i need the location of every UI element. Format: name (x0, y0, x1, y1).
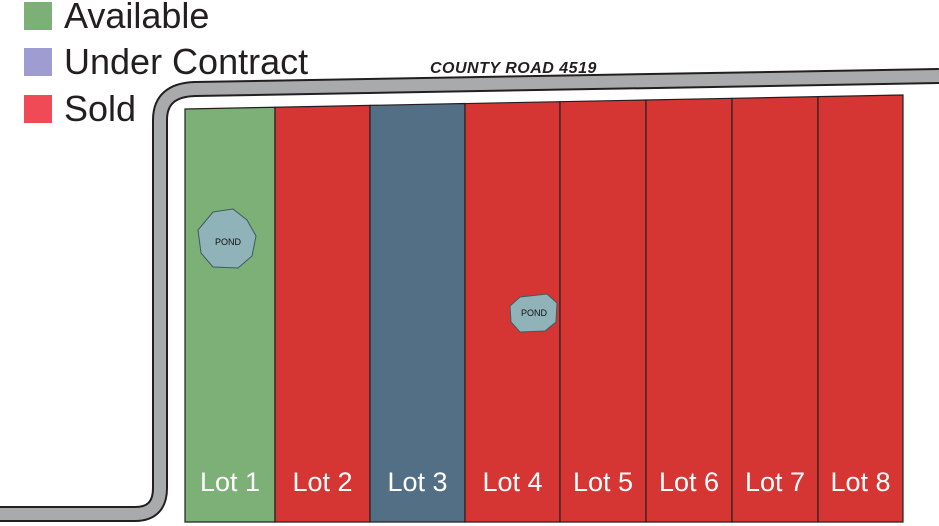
legend-swatch-available (24, 2, 52, 30)
legend-item-available: Available (24, 0, 210, 36)
lot-7-label: Lot 7 (745, 467, 805, 497)
lot-5-parcel[interactable] (559, 99, 647, 523)
lot-8-label: Lot 8 (830, 467, 890, 497)
lot-5-label: Lot 5 (573, 467, 633, 497)
lot-4-label: Lot 4 (482, 467, 542, 497)
lot-6-label: Lot 6 (659, 467, 719, 497)
pond-label: POND (215, 237, 242, 247)
lot-3-label: Lot 3 (387, 467, 447, 497)
pond-label: POND (521, 308, 548, 318)
legend-item-under-contract: Under Contract (24, 41, 309, 82)
lot-1-label: Lot 1 (200, 467, 260, 497)
legend-label-under-contract: Under Contract (64, 41, 309, 82)
lot-3-parcel[interactable] (369, 102, 466, 523)
lot-2-parcel[interactable] (274, 104, 371, 523)
lot-2-label: Lot 2 (292, 467, 352, 497)
legend-swatch-sold (24, 95, 52, 123)
legend-label-available: Available (64, 0, 210, 36)
lot-7-parcel[interactable] (731, 96, 819, 523)
legend-swatch-under-contract (24, 48, 52, 76)
pond-lot-4: POND (509, 293, 558, 333)
lot-1-parcel[interactable] (184, 106, 276, 523)
lots: Lot 1 Lot 2 Lot 3 Lot 4 Lot 5 Lot 6 Lot 7 Lot 8 (184, 94, 904, 523)
lot-6-parcel[interactable] (645, 97, 733, 523)
lot-8-parcel[interactable] (817, 94, 904, 523)
county-road (0, 68, 939, 522)
pond-lot-1: POND (197, 208, 257, 269)
legend-label-sold: Sold (64, 88, 137, 129)
legend-item-sold: Sold (24, 88, 137, 129)
road-name-label: COUNTY ROAD 4519 (430, 60, 597, 77)
